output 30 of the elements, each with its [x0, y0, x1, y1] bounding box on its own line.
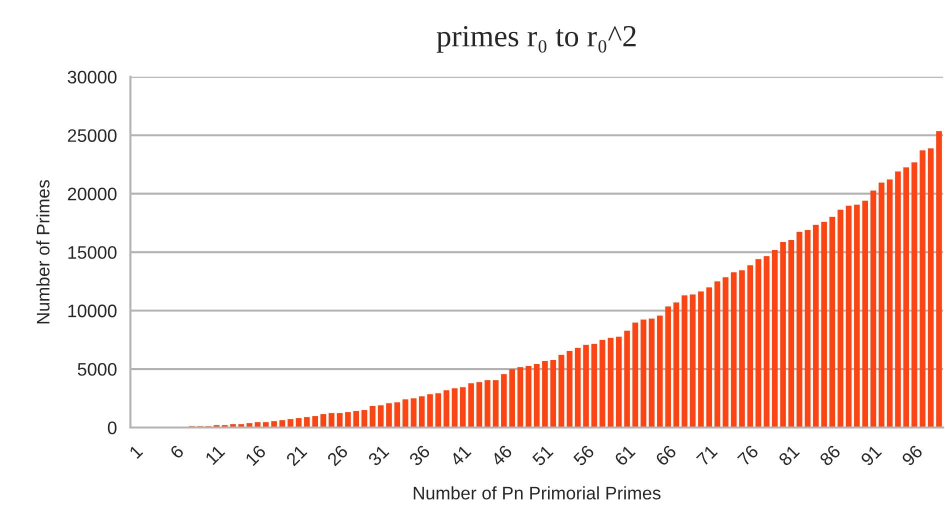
y-tick-label: 15000 [68, 246, 117, 259]
x-tick-label: 26 [326, 444, 349, 466]
y-tick-label: 10000 [68, 304, 117, 318]
y-axis-title: Number of Primes [36, 180, 50, 324]
x-tick-label: 46 [490, 444, 513, 467]
x-axis-title: Number of Pn Primorial Primes [414, 486, 661, 500]
x-tick-label: 76 [736, 444, 760, 466]
x-tick-label: 11 [204, 444, 226, 466]
x-tick-label: 1 [128, 444, 144, 459]
x-tick-label: 56 [572, 444, 595, 467]
x-tick-label: 21 [285, 444, 308, 466]
y-tick-label: 25000 [68, 129, 117, 142]
x-tick-label: 71 [696, 444, 718, 466]
x-tick-label: 81 [778, 444, 800, 467]
x-tick-label: 51 [532, 444, 554, 467]
x-tick-label: 91 [860, 444, 882, 466]
x-tick-label: 66 [654, 444, 677, 466]
x-tick-label: 6 [169, 444, 184, 460]
y-tick-label: 20000 [68, 188, 117, 200]
chart-title: primes r₀ to r₀^2 [436, 26, 636, 53]
x-tick-label: 16 [244, 444, 266, 466]
y-tick-label: 30000 [68, 70, 117, 84]
x-tick-label: 36 [408, 444, 431, 467]
y-tick-label: 5000 [78, 363, 117, 376]
x-tick-label: 61 [614, 444, 636, 466]
y-tick-label: 0 [108, 421, 117, 434]
x-tick-label: 86 [818, 444, 842, 467]
x-tick-label: 31 [367, 444, 390, 467]
x-tick-label: 41 [449, 444, 472, 467]
x-tick-label: 96 [901, 444, 924, 466]
